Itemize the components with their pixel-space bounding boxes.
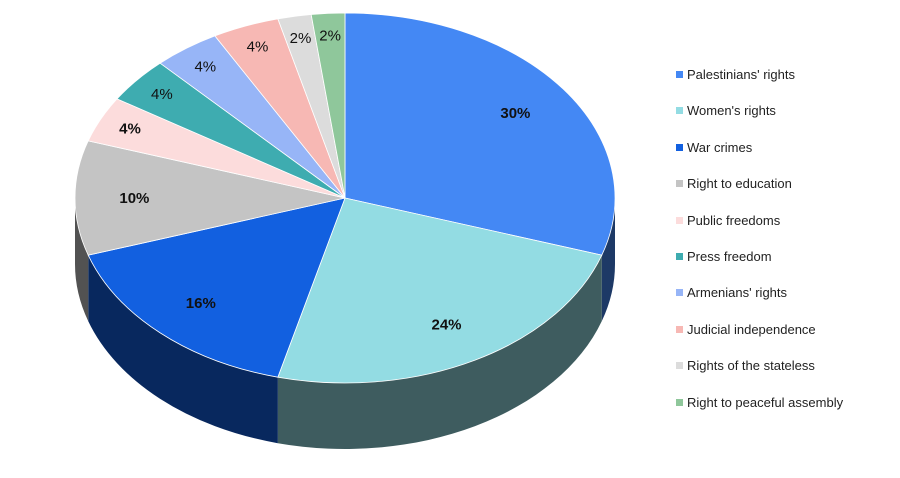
legend-swatch bbox=[676, 289, 683, 297]
pie-side-right-to-education bbox=[75, 198, 89, 322]
pie-slice-right-to-peaceful-assembly bbox=[310, 12, 346, 199]
legend-label: Armenians' rights bbox=[687, 285, 788, 301]
legend-label: Palestinians' rights bbox=[687, 67, 795, 82]
data-label-judicial-independence: 4% bbox=[247, 39, 269, 56]
legend-label: Right to peaceful assembly bbox=[687, 394, 844, 410]
legend-swatch bbox=[676, 71, 683, 78]
legend-swatch bbox=[676, 107, 683, 115]
legend-label: Rights of the stateless bbox=[687, 358, 815, 374]
legend-label: Public freedoms bbox=[687, 212, 781, 228]
legend-item-right-to-education: Right to education bbox=[676, 175, 896, 211]
pie-slice-palestinians-rights bbox=[344, 12, 616, 256]
data-label-public-freedoms: 4% bbox=[119, 121, 141, 138]
data-label-press-freedom: 4% bbox=[151, 86, 173, 103]
legend-item-judicial-independence: Judicial independence bbox=[676, 321, 896, 357]
legend-swatch bbox=[676, 252, 683, 260]
pie-slice-war-crimes bbox=[87, 197, 346, 378]
legend-item-public-freedoms: Public freedoms bbox=[676, 212, 896, 248]
pie-data-labels: 30% 24% 16% 10% 4% 4% 4% 4% 2% 2% bbox=[119, 28, 530, 334]
legend-item-women-s-rights: Women's rights bbox=[676, 102, 896, 138]
pie-slices bbox=[74, 12, 616, 384]
legend-item-press-freedom: Press freedom bbox=[676, 248, 896, 284]
data-label-right-to-peaceful-assembly: 2% bbox=[319, 28, 341, 45]
pie-side-war-crimes bbox=[88, 255, 278, 444]
data-label-palestinians-rights: 30% bbox=[500, 105, 530, 122]
legend-swatch bbox=[676, 362, 683, 370]
data-label-armenians-rights: 4% bbox=[194, 58, 216, 75]
pie-side-women-s-rights bbox=[277, 255, 602, 450]
data-label-women-s-rights: 24% bbox=[431, 317, 461, 334]
legend-item-palestinians-rights: Palestinians' rights bbox=[676, 66, 896, 102]
data-label-war-crimes: 16% bbox=[186, 295, 216, 312]
legend-label: Press freedom bbox=[687, 248, 772, 264]
legend-swatch bbox=[676, 180, 683, 188]
legend-item-war-crimes: War crimes bbox=[676, 139, 896, 175]
legend-label: Women's rights bbox=[687, 103, 776, 119]
legend-label: War crimes bbox=[687, 139, 753, 155]
legend-item-armenians-rights: Armenians' rights bbox=[676, 284, 896, 320]
legend-swatch bbox=[676, 398, 683, 406]
legend-swatch bbox=[676, 143, 683, 151]
pie-slice-women-s-rights bbox=[277, 197, 603, 384]
chart-legend: Palestinians' rights Women's rights War cr… bbox=[676, 66, 896, 430]
legend-item-rights-of-the-stateless: Rights of the stateless bbox=[676, 357, 896, 393]
data-label-right-to-education: 10% bbox=[119, 190, 149, 207]
pie-slice-right-to-education bbox=[74, 140, 346, 256]
legend-label: Judicial independence bbox=[687, 321, 816, 337]
legend-swatch bbox=[676, 325, 683, 333]
legend-item-right-to-peaceful-assembly: Right to peaceful assembly bbox=[676, 394, 896, 430]
legend-swatch bbox=[676, 216, 683, 224]
legend-label: Right to education bbox=[687, 176, 792, 192]
data-label-rights-of-the-stateless: 2% bbox=[290, 30, 312, 47]
